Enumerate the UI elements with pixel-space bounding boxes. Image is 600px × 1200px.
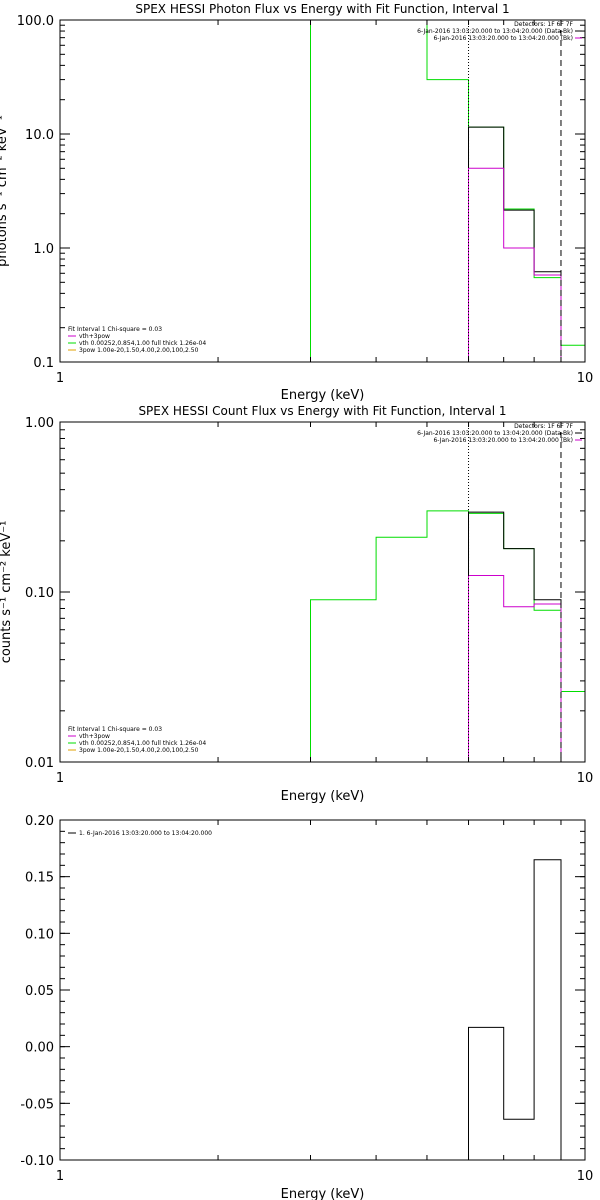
- x-tick-label: 10: [577, 1169, 594, 1184]
- series-line-3: [468, 575, 562, 762]
- y-tick-label: 0.05: [25, 984, 54, 999]
- series-line-2: [468, 511, 562, 762]
- y-tick-label: 0.15: [25, 871, 54, 886]
- y-tick-label: 0.01: [25, 756, 54, 771]
- legend-text: Fit Interval 1 Chi-square = 0.03: [68, 726, 162, 733]
- y-tick-label: 100.0: [17, 14, 54, 29]
- x-tick-label: 1: [56, 771, 64, 786]
- series-group: [310, 510, 585, 762]
- header-text: 6-Jan-2016 13:03:20.000 to 13:04:20.000 …: [433, 437, 573, 444]
- legend-text: 3pow 1.00e-20,1.50,4.00,2.00,100,2.50: [79, 747, 199, 754]
- x-axis-label: Energy (keV): [281, 1187, 365, 1200]
- plot-frame: [59, 819, 586, 1161]
- chart-title: SPEX HESSI Count Flux vs Energy with Fit…: [138, 404, 506, 418]
- legend-text: vth 0.00252,0.854,1.00 full thick 1.26e-…: [79, 740, 206, 747]
- series-group: [468, 859, 562, 1160]
- y-tick-label: 1.0: [33, 242, 54, 257]
- header-text: 6-Jan-2016 13:03:20.000 to 13:04:20.000 …: [417, 28, 573, 35]
- series-line-2: [468, 126, 562, 362]
- chart-panel-1: 1 10 0.1 1.0 10.0 100.0 SPEX HESSI Photon Flux…: [0, 2, 593, 403]
- plot-frame: [59, 19, 586, 363]
- y-tick-label: 0.1: [33, 356, 54, 371]
- y-tick-label: 0.10: [25, 927, 54, 942]
- plot-frame: [59, 421, 586, 763]
- x-axis-label: Energy (keV): [281, 388, 365, 403]
- y-tick-label: 1.00: [25, 416, 54, 431]
- header-text: Detectors: 1F 6F 7F: [514, 423, 573, 430]
- header-text: Detectors: 1F 6F 7F: [514, 21, 573, 28]
- y-axis-label: photons s⁻¹ cm⁻² keV⁻¹: [0, 115, 10, 267]
- legend-text: 3pow 1.00e-20,1.50,4.00,2.00,100,2.50: [79, 347, 199, 354]
- series-line-1: [468, 859, 562, 1160]
- y-tick-label: 0.20: [25, 814, 54, 829]
- legend-text: vth+3pow: [79, 733, 110, 740]
- y-tick-label: 10.0: [25, 128, 54, 143]
- y-tick-label: -0.05: [20, 1097, 54, 1112]
- x-tick-label: 10: [577, 771, 594, 786]
- header-text: 6-Jan-2016 13:03:20.000 to 13:04:20.000 …: [433, 35, 573, 42]
- y-tick-label: 0.10: [25, 586, 54, 601]
- y-tick-label: -0.10: [20, 1154, 54, 1169]
- x-tick-label: 1: [56, 371, 64, 386]
- y-tick-label: 0.00: [25, 1041, 54, 1056]
- legend-text: Fit Interval 1 Chi-square = 0.03: [68, 326, 162, 333]
- x-axis-label: Energy (keV): [281, 789, 365, 804]
- chart-title: SPEX HESSI Photon Flux vs Energy with Fi…: [135, 2, 509, 16]
- x-tick-label: 1: [56, 1169, 64, 1184]
- y-axis-label: counts s⁻¹ cm⁻² keV⁻¹: [0, 521, 14, 664]
- chart-panel-2: 1 10 0.01 0.10 1.00 SPEX HESSI Count Flux vs …: [0, 404, 593, 804]
- series-line-1: [310, 20, 585, 362]
- legend-text: vth 0.00252,0.854,1.00 full thick 1.26e-…: [79, 340, 206, 347]
- series-line-1: [310, 510, 585, 762]
- header-text: 6-Jan-2016 13:03:20.000 to 13:04:20.000 …: [417, 430, 573, 437]
- legend-text: vth+3pow: [79, 333, 110, 340]
- x-tick-label: 10: [577, 371, 594, 386]
- legend-text: 1. 6-Jan-2016 13:03:20.000 to 13:04:20.0…: [79, 830, 212, 837]
- chart-panel-3: 1 10 -0.10 -0.05 0.00 0.05 0.10 0.15 0.20 Energy …: [20, 814, 593, 1200]
- series-line-3: [468, 167, 562, 362]
- series-group: [310, 20, 585, 362]
